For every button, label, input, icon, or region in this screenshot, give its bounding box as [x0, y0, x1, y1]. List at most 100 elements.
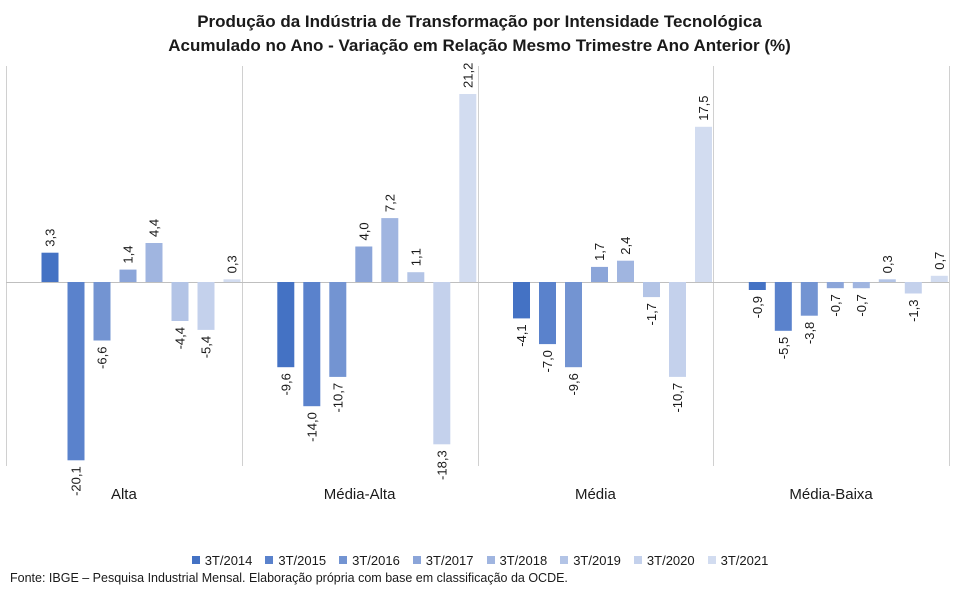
bar-3T-2018-alta: [145, 243, 163, 282]
bar-3T-2020-média-alta: [433, 282, 451, 445]
bar-3T-2016-média-baixa: [800, 282, 818, 316]
data-label: 4,0: [356, 222, 371, 240]
bar-3T-2014-média-alta: [277, 282, 295, 368]
bar-3T-2017-alta: [119, 269, 137, 282]
bar-3T-2018-média: [617, 260, 634, 282]
bar-3T-2021-média-alta: [459, 94, 477, 282]
legend-label: 3T/2021: [720, 552, 769, 568]
data-label: -5,4: [199, 336, 214, 358]
legend-item: 3T/2020: [633, 552, 695, 568]
data-label: 3,3: [43, 229, 58, 247]
legend-item: 3T/2017: [412, 552, 474, 568]
bar-3T-2018-média-alta: [381, 218, 399, 282]
legend-swatch: [633, 556, 642, 564]
bar-3T-2017-média: [591, 266, 608, 282]
bar-3T-2020-média-baixa: [904, 282, 922, 294]
bar-3T-2019-alta: [171, 282, 189, 321]
data-label: -1,3: [906, 300, 921, 322]
bar-3T-2019-média-baixa: [878, 279, 896, 282]
legend-swatch: [191, 556, 200, 564]
data-label: -6,6: [95, 347, 110, 369]
data-label: -9,6: [566, 373, 581, 395]
legend-item: 3T/2019: [560, 553, 621, 568]
category-label-média: Média: [575, 486, 617, 503]
bar-3T-2020-alta: [197, 282, 215, 330]
bar-3T-2021-alta: [223, 279, 241, 282]
data-label: -20,1: [69, 466, 84, 496]
data-label: 7,2: [382, 194, 397, 212]
data-label: 1,7: [592, 243, 607, 261]
category-labels: Alta Média-Alta Média Média-Baixa: [111, 486, 873, 503]
bars: [41, 94, 948, 461]
legend-label: 3T/2017: [425, 552, 474, 568]
legend-swatch: [560, 556, 569, 564]
data-label: -4,4: [173, 327, 188, 349]
data-label: 0,3: [225, 255, 240, 273]
bar-3T-2015-alta: [67, 282, 85, 461]
data-label: 0,3: [880, 255, 895, 273]
data-label: 17,5: [696, 95, 711, 120]
data-label: -14,0: [304, 412, 319, 442]
chart-title: Produção da Indústria de Transformação p…: [197, 12, 762, 31]
bar-3T-2021-média: [695, 126, 712, 282]
bar-3T-2014-média: [513, 282, 530, 319]
bar-3T-2020-média: [669, 282, 686, 377]
data-label: -0,7: [828, 294, 843, 316]
bar-3T-2014-alta: [41, 252, 59, 282]
data-label: 4,4: [147, 219, 162, 237]
data-label: 2,4: [618, 237, 633, 255]
legend-swatch: [707, 556, 716, 564]
legend-label: 3T/2019: [573, 552, 621, 568]
bar-3T-2016-média: [565, 282, 582, 368]
data-label: 0,7: [932, 252, 947, 270]
data-label: -10,7: [670, 383, 685, 413]
bar-3T-2016-alta: [93, 282, 111, 341]
bar-3T-2017-média-alta: [355, 246, 373, 282]
legend-item: 3T/2021: [707, 552, 769, 568]
bar-3T-2014-média-baixa: [748, 282, 766, 290]
bar-3T-2021-média-baixa: [930, 275, 948, 282]
data-label: 1,4: [121, 246, 136, 264]
category-label-média-alta: Média-Alta: [324, 486, 396, 503]
bar-3T-2018-média-baixa: [852, 282, 870, 289]
legend-item: 3T/2014: [191, 552, 253, 568]
data-label: -3,8: [802, 322, 817, 344]
category-label-média-baixa: Média-Baixa: [789, 486, 873, 503]
legend-swatch: [265, 556, 274, 564]
bar-3T-2016-média-alta: [329, 282, 347, 377]
legend-swatch: [412, 556, 421, 564]
legend-item: 3T/2018: [486, 552, 548, 568]
data-label: 1,1: [408, 248, 423, 266]
data-label: -5,5: [776, 337, 791, 359]
chart-title-block: Produção da Indústria de Transformação p…: [0, 10, 959, 58]
bar-3T-2015-média: [539, 282, 556, 345]
source-note: Fonte: IBGE – Pesquisa Industrial Mensal…: [10, 571, 568, 585]
legend-label: 3T/2018: [499, 552, 548, 568]
data-label: -1,7: [644, 303, 659, 325]
data-label: -10,7: [330, 383, 345, 413]
plot-frame: [6, 66, 950, 466]
legend-label: 3T/2020: [646, 552, 695, 568]
bar-3T-2015-média-alta: [303, 282, 321, 407]
legend: 3T/2014 3T/2015 3T/2016 3T/2017 3T/2018 3T/20…: [100, 551, 860, 569]
legend-label: 3T/2015: [278, 552, 327, 568]
bar-3T-2015-média-baixa: [774, 282, 792, 331]
data-label: -0,9: [750, 296, 765, 318]
data-labels: 3,3 -20,1 -6,6 1,4 4,4 -4,4 -5,4 0,3 -9,6 -14,0 -1…: [43, 63, 947, 496]
bar-3T-2019-média: [643, 282, 660, 298]
legend-item: 3T/2016: [339, 553, 400, 568]
data-label: -9,6: [278, 373, 293, 395]
legend-label: 3T/2016: [352, 552, 400, 568]
bar-3T-2019-média-alta: [407, 272, 425, 282]
legend-item: 3T/2015: [265, 553, 326, 568]
legend-swatch: [339, 556, 348, 564]
chart-subtitle: Acumulado no Ano - Variação em Relação M…: [168, 36, 791, 55]
bar-3T-2017-média-baixa: [826, 282, 844, 289]
data-label: -18,3: [434, 450, 449, 480]
data-label: -7,0: [540, 350, 555, 372]
data-label: 21,2: [460, 63, 475, 88]
legend-label: 3T/2014: [204, 552, 253, 568]
legend-swatch: [486, 556, 495, 564]
data-label: -4,1: [514, 324, 529, 346]
